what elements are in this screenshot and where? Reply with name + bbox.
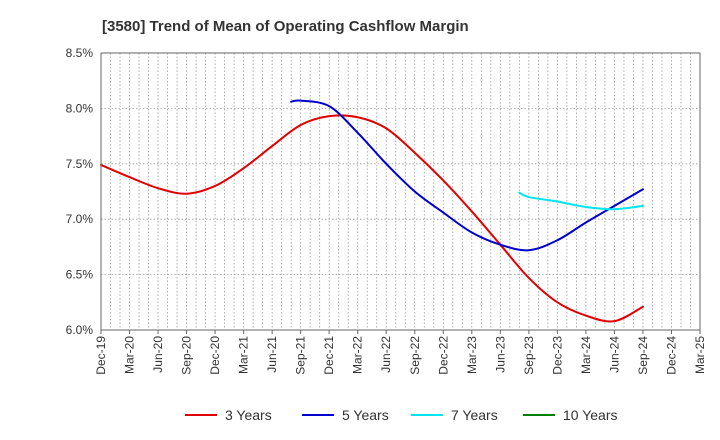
legend-label-10-years: 10 Years	[563, 407, 618, 423]
gridlines	[101, 53, 700, 330]
x-tick-label: Sep-21	[294, 336, 308, 375]
x-tick-label: Jun-24	[607, 336, 621, 373]
x-tick-label: Dec-23	[550, 336, 564, 375]
y-axis: 6.0% 6.5% 7.0% 7.5% 8.0% 8.5%	[66, 46, 94, 337]
x-tick-label: Mar-21	[237, 336, 251, 374]
series-line-5-years	[290, 99, 644, 252]
y-tick-label: 7.0%	[66, 212, 94, 226]
x-tick-label: Dec-20	[208, 336, 222, 375]
y-tick-label: 8.5%	[66, 46, 94, 60]
x-tick-label: Dec-22	[436, 336, 450, 375]
x-axis: Dec-19 Mar-20 Jun-20 Sep-20 Dec-20 Mar-21 Jun-…	[94, 330, 707, 375]
x-tick-label: Mar-25	[693, 336, 707, 374]
x-tick-label: Jun-21	[265, 336, 279, 373]
legend-label-3-years: 3 Years	[225, 407, 272, 423]
y-tick-label: 6.5%	[66, 268, 94, 282]
x-tick-label: Mar-23	[465, 336, 479, 374]
legend: 3 Years 5 Years 7 Years 10 Years	[185, 407, 618, 423]
x-tick-label: Dec-24	[664, 336, 678, 375]
x-tick-label: Sep-24	[636, 336, 650, 375]
chart-title: [3580] Trend of Mean of Operating Cashfl…	[102, 18, 469, 35]
legend-label-7-years: 7 Years	[451, 407, 498, 423]
x-tick-label: Sep-22	[408, 336, 422, 375]
y-tick-label: 7.5%	[66, 157, 94, 171]
x-tick-label: Mar-22	[351, 336, 365, 374]
series-line-3-years	[100, 114, 644, 323]
x-tick-label: Sep-23	[522, 336, 536, 375]
x-tick-label: Mar-20	[123, 336, 137, 374]
series-lines	[100, 99, 644, 323]
x-tick-label: Jun-22	[379, 336, 393, 373]
y-tick-label: 6.0%	[66, 323, 94, 337]
x-tick-label: Dec-19	[94, 336, 108, 375]
x-tick-label: Jun-23	[493, 336, 507, 373]
series-line-7-years	[518, 191, 644, 211]
x-tick-label: Jun-20	[151, 336, 165, 373]
y-tick-label: 8.0%	[66, 101, 94, 115]
x-tick-label: Dec-21	[322, 336, 336, 375]
legend-label-5-years: 5 Years	[342, 407, 389, 423]
x-tick-label: Mar-24	[579, 336, 593, 374]
plot-area	[100, 52, 701, 331]
x-tick-label: Sep-20	[180, 336, 194, 375]
